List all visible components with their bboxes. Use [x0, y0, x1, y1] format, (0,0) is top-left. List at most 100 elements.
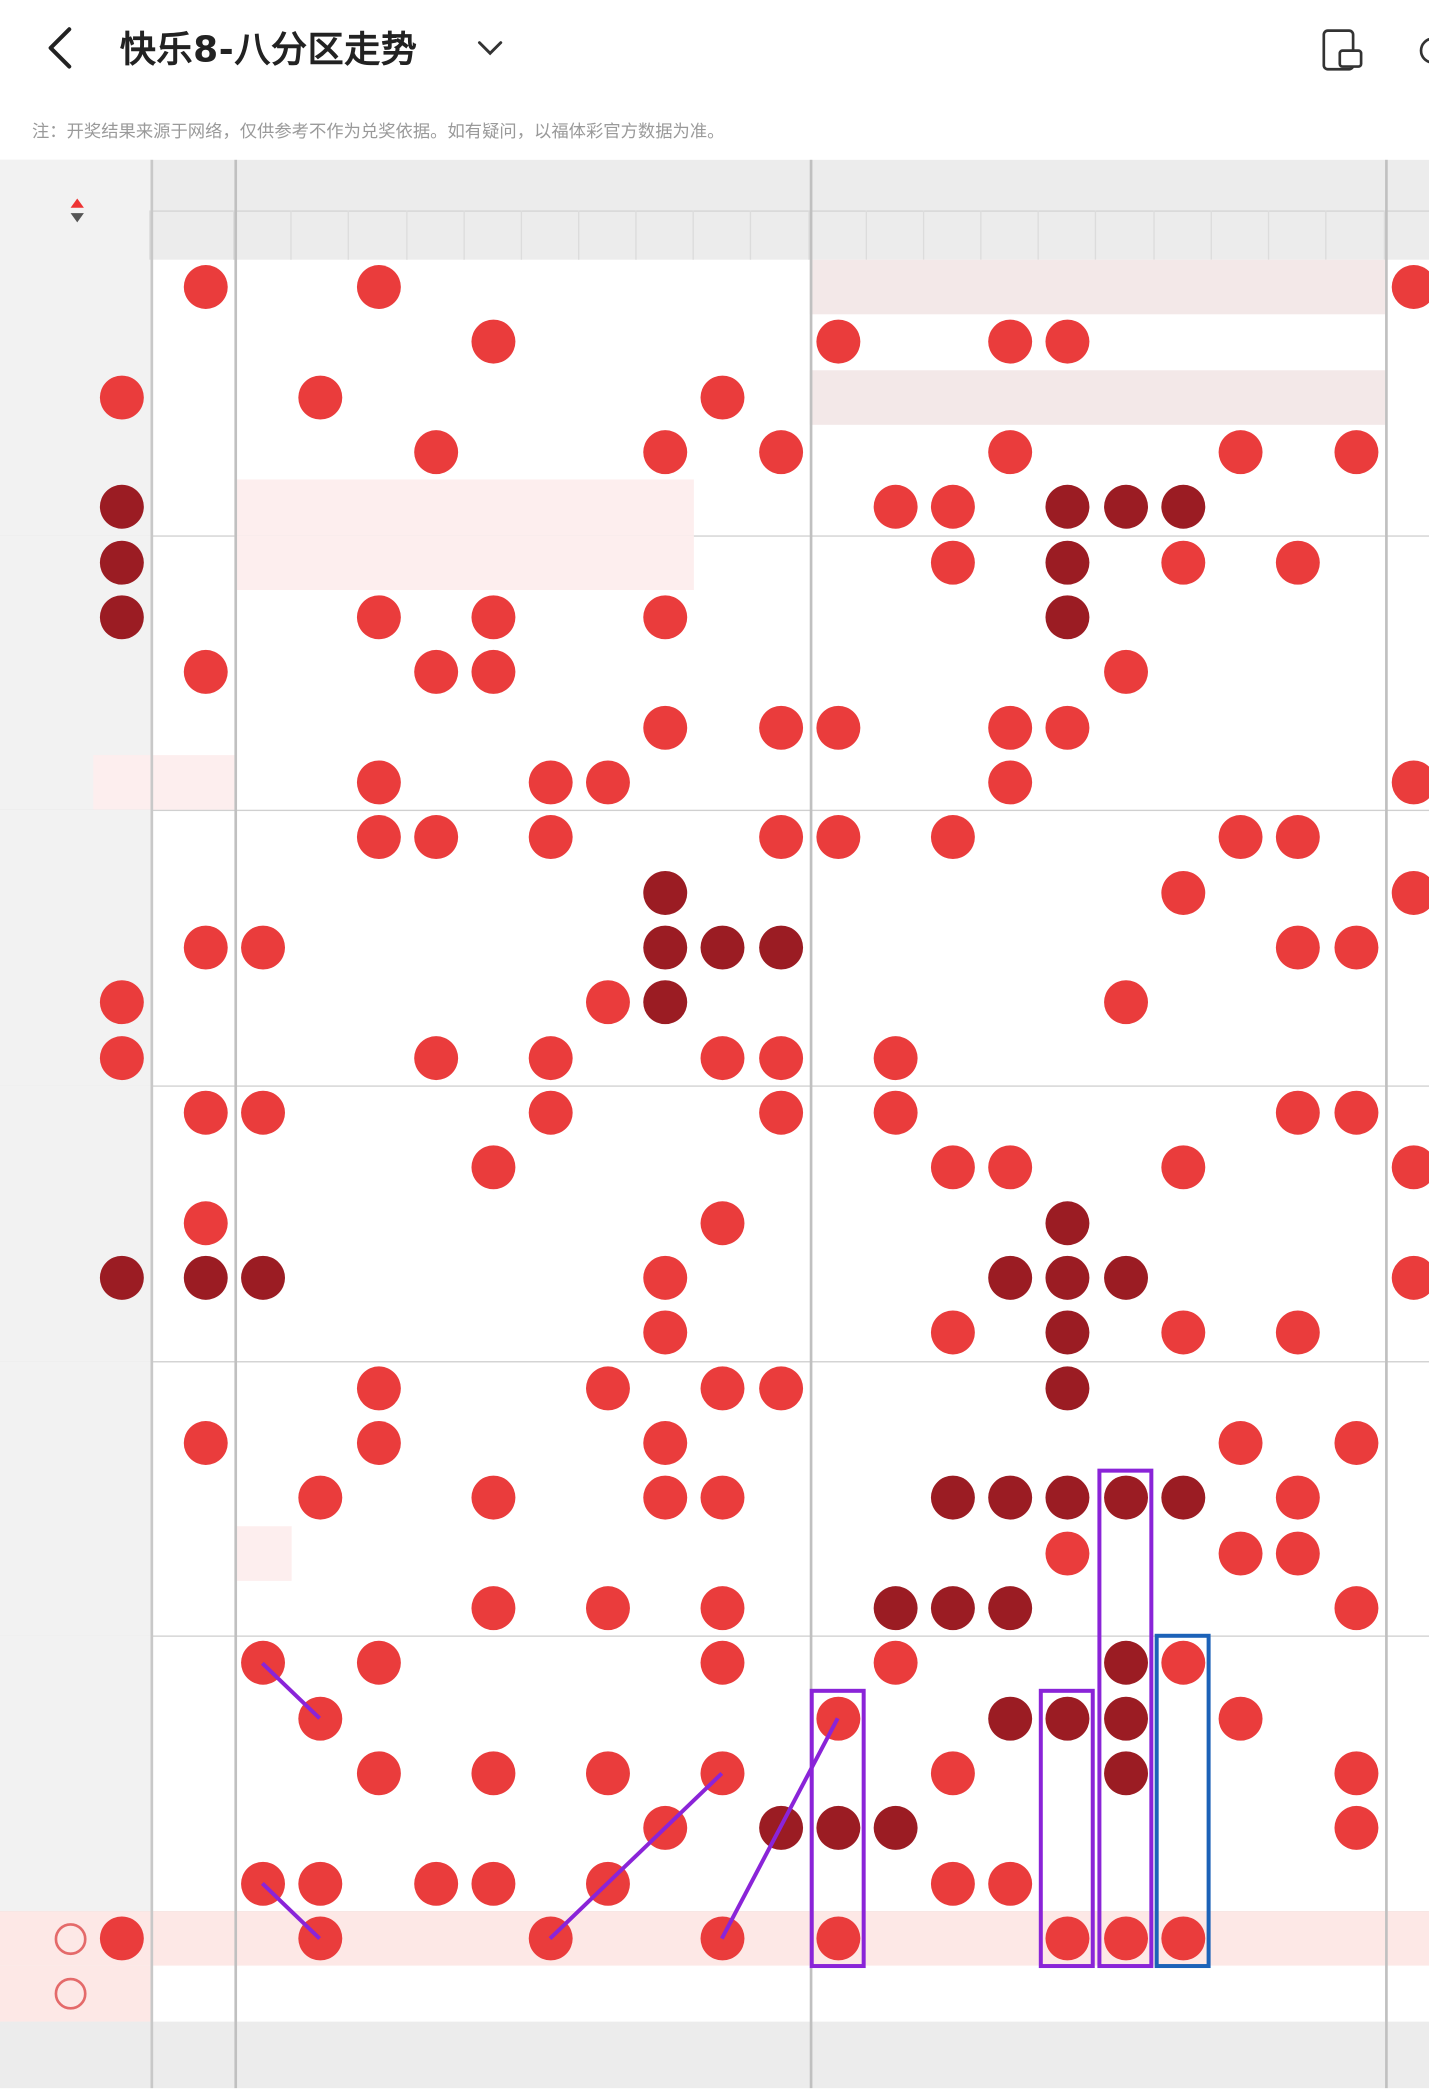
- table-cell: [234, 1085, 291, 1140]
- select-cell[interactable]: [981, 1966, 1038, 2021]
- select-cell[interactable]: [234, 1911, 291, 1966]
- more-icon[interactable]: [1412, 27, 1429, 75]
- select-cell[interactable]: [176, 1966, 233, 2021]
- radio-circle[interactable]: [53, 1922, 86, 1955]
- table-cell: [407, 1636, 464, 1691]
- zone-separator: [234, 159, 238, 2089]
- select-cell[interactable]: [1327, 1911, 1384, 1966]
- table-row[interactable]: [0, 259, 151, 315]
- select-cell[interactable]: [1038, 1911, 1095, 1966]
- select-cell[interactable]: [1327, 1966, 1384, 2021]
- select-cell[interactable]: [1211, 1911, 1268, 1966]
- select-cell[interactable]: [1097, 1911, 1154, 1966]
- select-row-label[interactable]: [0, 1966, 151, 2022]
- selected-ball[interactable]: [699, 1916, 744, 1961]
- select-cell[interactable]: [234, 1966, 291, 2021]
- select-cell[interactable]: [407, 1911, 464, 1966]
- table-cell: [176, 975, 233, 1030]
- table-row[interactable]: [0, 1360, 151, 1416]
- period-header[interactable]: [0, 160, 150, 260]
- sort-icon[interactable]: [69, 195, 85, 224]
- table-row[interactable]: [0, 1580, 151, 1636]
- table-row[interactable]: [0, 1415, 151, 1471]
- select-cell[interactable]: [924, 1911, 981, 1966]
- table-cell: [1269, 1746, 1326, 1801]
- number-ball: [642, 1476, 687, 1521]
- select-cell[interactable]: [176, 1911, 233, 1966]
- select-cell[interactable]: [1154, 1911, 1211, 1966]
- number-ball: [758, 1035, 803, 1080]
- select-cell[interactable]: [1211, 1966, 1268, 2021]
- table-row[interactable]: [0, 1305, 151, 1361]
- table-row[interactable]: [0, 644, 151, 701]
- selected-ball[interactable]: [815, 1916, 860, 1961]
- selected-ball[interactable]: [528, 1916, 573, 1961]
- table-row[interactable]: [0, 1635, 151, 1691]
- table-row[interactable]: [0, 314, 151, 370]
- table-cell: [693, 1030, 750, 1085]
- table-row[interactable]: [0, 1195, 151, 1251]
- select-cell[interactable]: [1038, 1966, 1095, 2021]
- radio-circle[interactable]: [53, 1977, 86, 2010]
- selected-ball[interactable]: [1103, 1916, 1148, 1961]
- rotate-screen-icon[interactable]: [1318, 27, 1366, 75]
- select-cell[interactable]: [407, 1966, 464, 2021]
- select-cell[interactable]: [752, 1911, 809, 1966]
- select-cell[interactable]: [693, 1911, 750, 1966]
- chevron-left-icon[interactable]: [37, 21, 85, 74]
- chevron-down-icon[interactable]: [471, 29, 508, 66]
- select-cell[interactable]: [1384, 1911, 1429, 1966]
- table-cell: [579, 1140, 636, 1195]
- table-row[interactable]: [0, 1470, 151, 1526]
- select-cell[interactable]: [866, 1911, 923, 1966]
- select-cell[interactable]: [521, 1911, 578, 1966]
- table-row[interactable]: [0, 920, 151, 976]
- select-cell[interactable]: [350, 1911, 407, 1966]
- select-cell[interactable]: [579, 1966, 636, 2021]
- select-cell[interactable]: [93, 1966, 150, 2021]
- table-row[interactable]: [0, 700, 151, 756]
- select-cell[interactable]: [579, 1911, 636, 1966]
- table-row[interactable]: [0, 1800, 151, 1856]
- table-row[interactable]: [0, 1745, 151, 1801]
- table-cell: [176, 260, 233, 315]
- select-cell[interactable]: [1269, 1966, 1326, 2021]
- table-cell: [407, 480, 464, 535]
- page-title[interactable]: 快乐8-八分区走势: [119, 29, 418, 71]
- table-row[interactable]: [0, 865, 151, 921]
- select-cell[interactable]: [1097, 1966, 1154, 2021]
- select-cell[interactable]: [464, 1911, 521, 1966]
- table-row[interactable]: [0, 1525, 151, 1581]
- table-cell: [93, 1691, 150, 1746]
- select-cell[interactable]: [464, 1966, 521, 2021]
- select-cell[interactable]: [1269, 1911, 1326, 1966]
- select-cell[interactable]: [350, 1966, 407, 2021]
- table-row[interactable]: [0, 424, 151, 480]
- select-cell[interactable]: [693, 1966, 750, 2021]
- select-cell[interactable]: [981, 1911, 1038, 1966]
- select-cell[interactable]: [866, 1966, 923, 2021]
- table-row[interactable]: [0, 1085, 151, 1141]
- table-row[interactable]: [0, 1855, 151, 1911]
- select-cell[interactable]: [809, 1966, 866, 2021]
- select-cell[interactable]: [752, 1966, 809, 2021]
- select-cell[interactable]: [636, 1966, 693, 2021]
- select-cell[interactable]: [809, 1911, 866, 1966]
- selected-ball[interactable]: [297, 1916, 342, 1961]
- table-row[interactable]: [0, 1140, 151, 1196]
- select-cell[interactable]: [93, 1911, 150, 1966]
- select-cell[interactable]: [291, 1911, 348, 1966]
- table-row[interactable]: [0, 810, 151, 866]
- footer-zone-label-3: [234, 2021, 809, 2072]
- select-cell[interactable]: [291, 1966, 348, 2021]
- select-cell[interactable]: [636, 1911, 693, 1966]
- select-cell[interactable]: [521, 1966, 578, 2021]
- number-ball: [1044, 540, 1089, 585]
- select-cell[interactable]: [1154, 1966, 1211, 2021]
- select-cell[interactable]: [1384, 1966, 1429, 2021]
- table-row[interactable]: [0, 1690, 151, 1746]
- select-cell[interactable]: [924, 1966, 981, 2021]
- selected-ball[interactable]: [1044, 1916, 1089, 1961]
- selected-ball[interactable]: [99, 1916, 144, 1961]
- selected-ball[interactable]: [1160, 1916, 1205, 1961]
